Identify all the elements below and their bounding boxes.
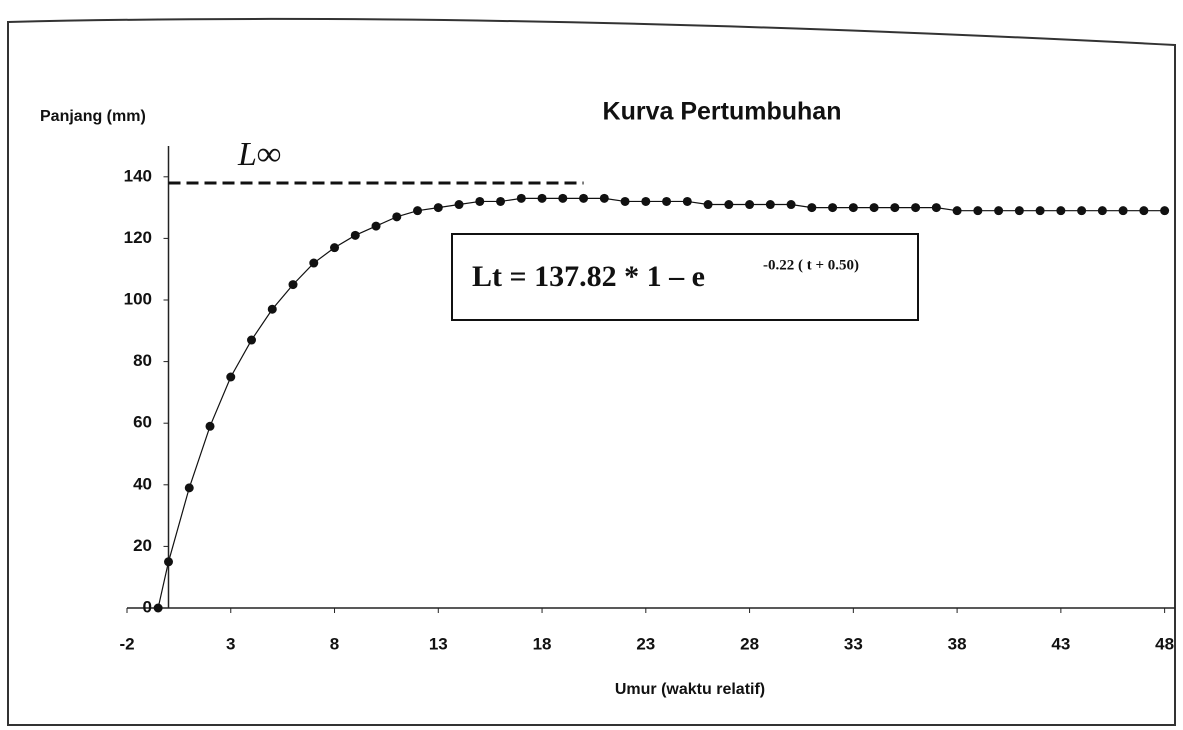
chart: Kurva Pertumbuhan Panjang (mm) Umur (wak…: [0, 0, 1183, 730]
data-point: [994, 206, 1003, 215]
y-axis-label: Panjang (mm): [40, 108, 146, 125]
y-tick-label: 100: [124, 289, 152, 308]
data-point: [413, 206, 422, 215]
data-point: [309, 259, 318, 268]
asymptote-label: L∞: [237, 136, 281, 173]
x-tick-label: 48: [1155, 634, 1174, 653]
y-tick-label: 80: [133, 351, 152, 370]
data-point: [475, 197, 484, 206]
data-point: [1036, 206, 1045, 215]
data-point: [953, 206, 962, 215]
data-point: [911, 203, 920, 212]
data-point: [351, 231, 360, 240]
data-point: [289, 280, 298, 289]
data-point: [1119, 206, 1128, 215]
x-tick-label: 28: [740, 634, 759, 653]
data-point: [807, 203, 816, 212]
formula: Lt = 137.82 * 1 – e: [472, 260, 705, 293]
data-point: [538, 194, 547, 203]
y-tick-label: 0: [143, 597, 152, 616]
data-point: [185, 483, 194, 492]
formula-exponent: -0.22 ( t + 0.50): [763, 257, 859, 273]
x-tick-label: 33: [844, 634, 863, 653]
data-point: [517, 194, 526, 203]
data-point: [1139, 206, 1148, 215]
x-tick-label: 23: [636, 634, 655, 653]
y-tick-label: 120: [124, 228, 152, 247]
x-tick-label: 38: [948, 634, 967, 653]
data-point: [496, 197, 505, 206]
y-tick-label: 140: [124, 166, 152, 185]
data-point: [641, 197, 650, 206]
x-axis-label: Umur (waktu relatif): [615, 681, 765, 698]
data-point: [247, 336, 256, 345]
data-point: [558, 194, 567, 203]
x-tick-label: 8: [330, 634, 339, 653]
data-point: [206, 422, 215, 431]
x-tick-label: 13: [429, 634, 448, 653]
x-tick-label: 3: [226, 634, 235, 653]
data-point: [704, 200, 713, 209]
data-point: [1077, 206, 1086, 215]
x-tick-label: 43: [1051, 634, 1070, 653]
data-point: [1098, 206, 1107, 215]
data-point: [683, 197, 692, 206]
chart-title: Kurva Pertumbuhan: [603, 98, 842, 126]
data-point: [579, 194, 588, 203]
paper-border: [8, 19, 1175, 725]
x-tick-label: 18: [533, 634, 552, 653]
data-point: [890, 203, 899, 212]
data-point: [1015, 206, 1024, 215]
data-point: [870, 203, 879, 212]
data-point: [662, 197, 671, 206]
y-tick-label: 20: [133, 536, 152, 555]
data-point: [600, 194, 609, 203]
data-point: [787, 200, 796, 209]
data-point: [434, 203, 443, 212]
data-point: [1160, 206, 1169, 215]
data-point: [392, 212, 401, 221]
data-point: [330, 243, 339, 252]
data-point: [372, 222, 381, 231]
data-point: [724, 200, 733, 209]
data-point: [849, 203, 858, 212]
y-tick-label: 60: [133, 413, 152, 432]
x-tick-label: -2: [119, 634, 134, 653]
page: {"chart_data": { "type": "line", "title"…: [0, 0, 1183, 730]
data-point: [973, 206, 982, 215]
data-point: [455, 200, 464, 209]
data-point: [745, 200, 754, 209]
data-point: [828, 203, 837, 212]
data-point: [932, 203, 941, 212]
data-point: [621, 197, 630, 206]
data-point: [226, 373, 235, 382]
data-point: [268, 305, 277, 314]
data-point: [1056, 206, 1065, 215]
data-point: [154, 604, 163, 613]
y-tick-label: 40: [133, 474, 152, 493]
data-point: [164, 557, 173, 566]
data-point: [766, 200, 775, 209]
